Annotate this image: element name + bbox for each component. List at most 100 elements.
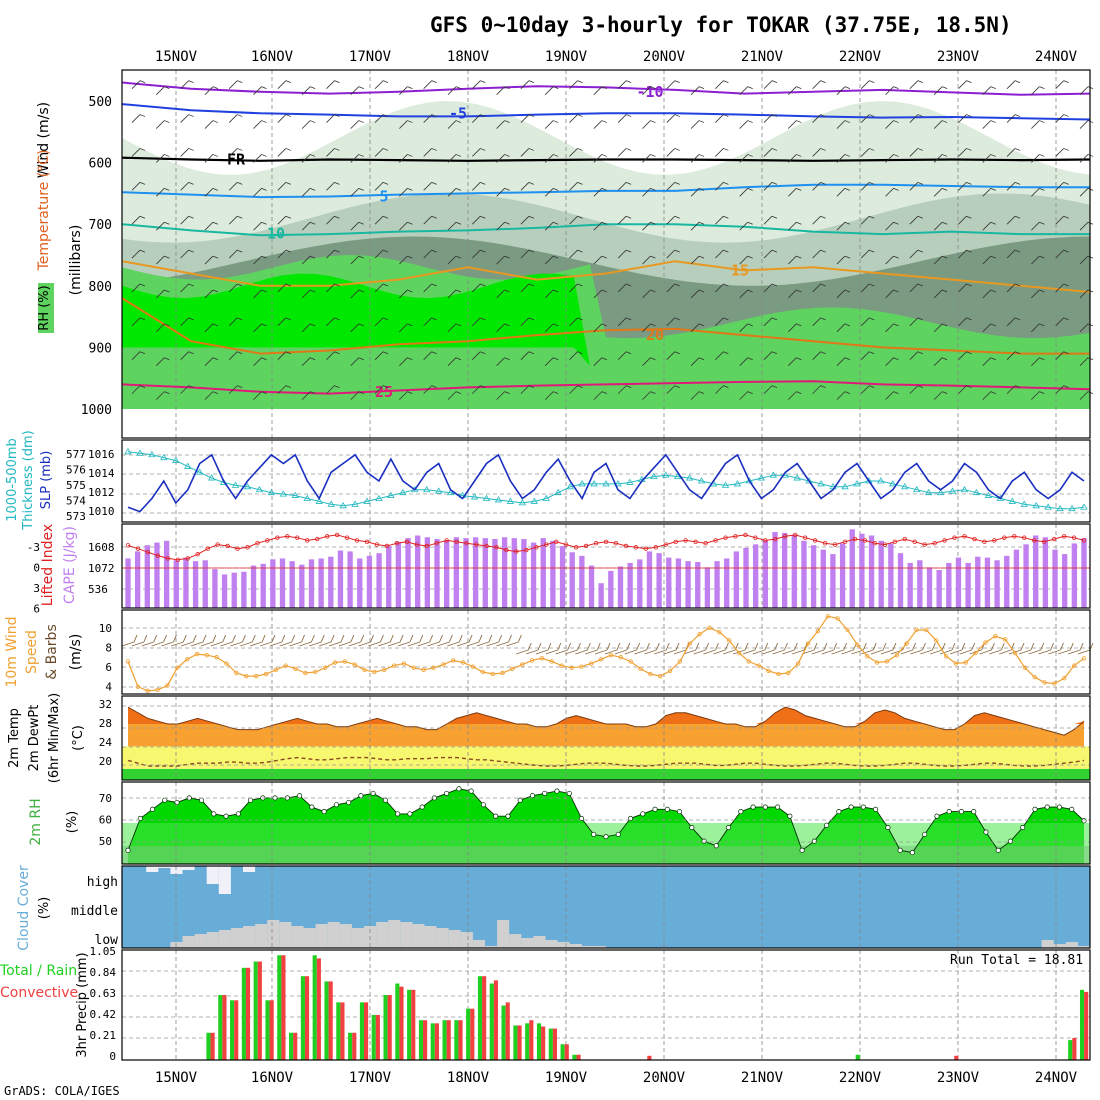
bottom-date-labels: 15NOV 16NOV 17NOV 18NOV 19NOV 20NOV 21NOV 22NOV…	[155, 1070, 1078, 1086]
footer-credit: GrADS: COLA/IGES	[4, 1084, 120, 1098]
wind-barb	[739, 255, 748, 265]
wind-barb	[326, 283, 335, 293]
wind-barb	[496, 323, 505, 333]
rh-point	[701, 838, 707, 844]
wind-speed-point	[569, 665, 574, 670]
wind-barb	[933, 221, 943, 231]
wind-barb	[788, 255, 797, 265]
rh-point	[627, 815, 634, 821]
lifted-index-point	[802, 535, 808, 540]
precip-axis-label-1: Total / Rain	[0, 943, 2, 1021]
wind-barb	[301, 323, 311, 333]
wind-barb	[715, 351, 724, 361]
lifted-index-point	[892, 539, 897, 545]
wind-frame	[121, 609, 1091, 695]
wind-speed-point	[608, 652, 614, 658]
rh-point	[125, 847, 131, 853]
wind-axis-label-3: & Barbs	[44, 624, 60, 680]
temperature-line	[127, 706, 1085, 736]
wind-barb	[545, 649, 558, 655]
lifted-index-point	[544, 542, 549, 547]
wind-barb-flag	[407, 86, 413, 90]
wind-barb-flag	[942, 255, 948, 259]
wind-barb-flag	[1063, 148, 1069, 151]
wind-barb-flag	[382, 148, 389, 151]
wind-barb-flag	[455, 154, 462, 157]
thickness-point	[1080, 503, 1088, 510]
wind-barb	[204, 289, 214, 299]
wind-speed-point	[135, 684, 141, 689]
wind-barb	[666, 182, 676, 191]
wind-barb	[348, 641, 361, 647]
total-precip-bar	[513, 1025, 518, 1060]
lifted-index-point	[344, 535, 350, 540]
wind-barb-flag	[360, 634, 365, 643]
wind-barb-flag	[942, 221, 948, 225]
wind-speed-point	[1002, 637, 1008, 642]
wind-barb	[642, 221, 651, 231]
wind-barb	[423, 283, 432, 293]
lifted-index-point	[494, 545, 499, 550]
wind-barb	[397, 641, 411, 647]
lifted-index-point	[912, 539, 917, 545]
wind-barb-flag	[869, 181, 875, 185]
isotherm-minus5	[121, 103, 1091, 121]
wind-barb-flag	[754, 642, 759, 651]
top-date-label: 23NOV	[937, 49, 980, 65]
wind-barb-flag	[310, 255, 316, 259]
wind-barb	[1055, 148, 1064, 157]
wind-barb	[472, 351, 481, 361]
wind-barb	[1055, 80, 1064, 89]
wind-speed-point	[175, 665, 180, 670]
wind-barb	[885, 120, 894, 129]
wind-barb-flag	[188, 114, 194, 117]
precip-tick: 0.63	[90, 987, 117, 1000]
wind-barb	[180, 182, 189, 191]
wind-barb-flag	[504, 289, 510, 293]
wind-barb	[253, 357, 262, 367]
wind-barb-flag	[577, 181, 583, 185]
wind-barb-flag	[261, 289, 267, 293]
high-cloud-bar	[146, 866, 159, 872]
wind-barb	[447, 289, 457, 299]
wind-barb	[399, 323, 408, 333]
wind-barb-flag	[222, 634, 227, 643]
wind-speed-point	[322, 665, 328, 670]
wind-barb-flag	[698, 120, 705, 123]
rh-point	[689, 825, 695, 831]
cape-bar	[424, 537, 431, 608]
wind-barb	[131, 80, 141, 89]
wind-barb-flag	[358, 391, 364, 394]
wind-barb-flag	[922, 642, 926, 651]
wind-speed-point	[1071, 663, 1077, 668]
wind-barb-flag	[458, 634, 463, 643]
wind-barb-flag	[139, 148, 146, 151]
wind-barb-flag	[796, 323, 802, 327]
total-precip-bar	[324, 981, 329, 1060]
wind-barb-flag	[698, 357, 705, 361]
wind-barb	[423, 80, 432, 89]
low-cloud-bar	[303, 928, 316, 948]
wind-barb-flag	[382, 283, 389, 287]
wind-barb	[544, 391, 554, 400]
wind-barb	[253, 255, 262, 265]
pressure-tick: 1000	[81, 403, 112, 418]
wind-barb-flag	[431, 80, 437, 84]
wind-barb	[516, 649, 529, 655]
wind-barb-flag	[820, 249, 826, 253]
wind-barb-flag	[893, 357, 899, 361]
low-cloud-bar	[230, 928, 243, 948]
wind-barb-flag	[517, 634, 522, 643]
wind-barb	[326, 148, 335, 157]
wind-barb-flag	[650, 323, 656, 327]
wind-speed-point	[1012, 650, 1018, 656]
wind-barb	[374, 148, 384, 157]
wind-barb-flag	[468, 634, 473, 643]
cape-bar	[955, 557, 962, 608]
isotherm-label-fifteen: 15	[731, 261, 749, 279]
cape-bar	[357, 558, 363, 608]
wind-barb-flag	[650, 255, 656, 259]
thickness-tick: 574	[66, 495, 86, 508]
wind-barb	[156, 391, 165, 400]
wind-barb-flag	[382, 317, 389, 321]
